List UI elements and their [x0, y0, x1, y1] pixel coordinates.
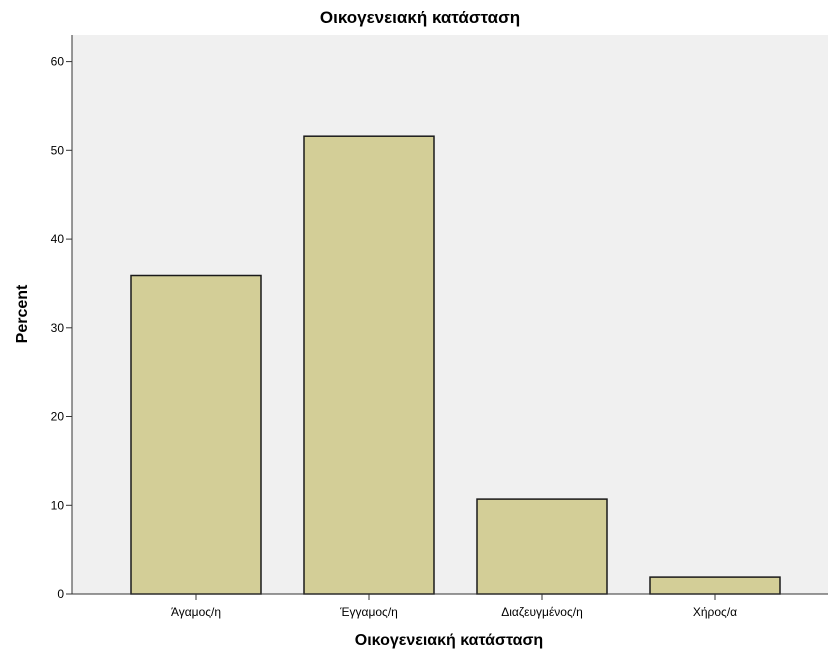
y-tick-label: 10	[51, 498, 65, 512]
x-tick-label: Άγαμος/η	[171, 605, 221, 619]
y-tick-label: 50	[51, 143, 65, 157]
x-axis-title: Οικογενειακή κατάσταση	[355, 632, 543, 649]
y-tick-label: 20	[51, 410, 65, 424]
bar-1	[130, 274, 262, 595]
bar-3	[476, 498, 608, 595]
y-axis-title: Percent	[14, 284, 31, 343]
x-tick-label: Έγγαμος/η	[339, 605, 398, 619]
y-tick-label: 30	[51, 321, 65, 335]
y-tick-label: 0	[57, 587, 64, 601]
y-tick-label: 60	[51, 55, 65, 69]
chart-title: Οικογενειακή κατάσταση	[320, 8, 520, 27]
bars	[130, 135, 781, 595]
bar-4	[649, 576, 781, 595]
bar-2	[303, 135, 435, 595]
y-axis-ticks: 0 10 20 30 40 50 60	[51, 55, 72, 601]
x-tick-label: Χήρος/α	[693, 605, 737, 619]
y-tick-label: 40	[51, 232, 65, 246]
x-tick-label: Διαζευγμένος/η	[501, 605, 583, 619]
x-axis-ticks: Άγαμος/η Έγγαμος/η Διαζευγμένος/η Χήρος/α	[171, 594, 737, 619]
